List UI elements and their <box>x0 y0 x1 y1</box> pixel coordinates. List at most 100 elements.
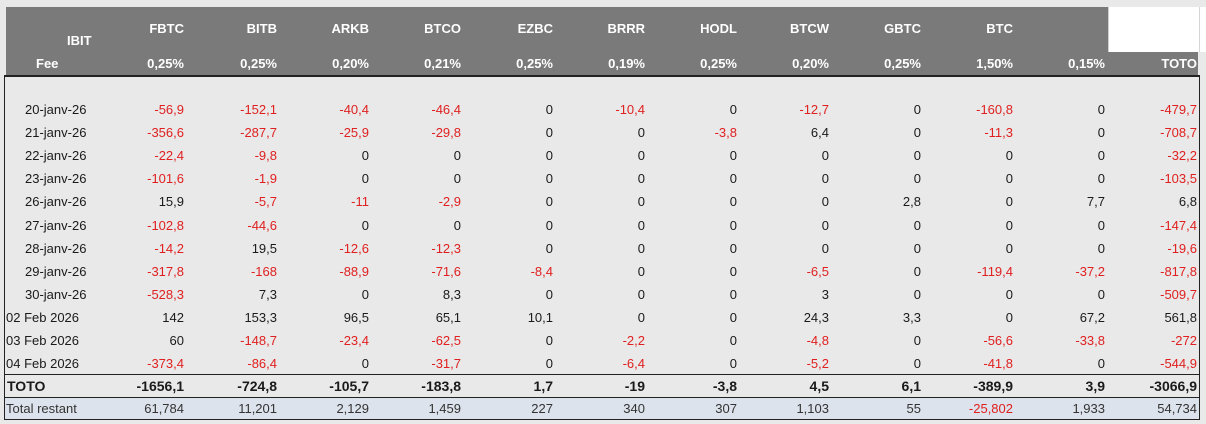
table-cell: 0 <box>913 356 921 371</box>
table-cell: 153,3 <box>244 310 277 325</box>
table-cell: 0 <box>913 264 921 279</box>
table-cell: -41,8 <box>983 356 1013 371</box>
table-cell: 0 <box>913 218 921 233</box>
table-row: 04 Feb 2026 -373,4 -86,4 0 -31,7 0 -6,4 0 -5,2 0 -… <box>5 352 1199 375</box>
row-date: 27-janv-26 <box>25 218 87 233</box>
table-cell: 0 <box>637 148 645 163</box>
table-cell: 0 <box>545 194 553 209</box>
table-cell: 0 <box>821 218 829 233</box>
table-cell: 8,3 <box>442 287 461 302</box>
column-header-fee: 0,19% <box>608 56 645 71</box>
table-cell: 561,8 <box>1164 310 1197 325</box>
table-cell: -22,4 <box>154 148 184 163</box>
remaining-cell: 1,459 <box>428 401 461 416</box>
table-cell: 24,3 <box>803 310 829 325</box>
table-cell: 0 <box>545 356 553 371</box>
table-cell: -88,9 <box>339 264 369 279</box>
remaining-cell: 11,201 <box>238 401 277 416</box>
row-date: 21-janv-26 <box>25 125 87 140</box>
column-header-fee: 0,25% <box>147 56 184 71</box>
column-header-name: BTCO <box>424 21 461 36</box>
table-cell: 0 <box>913 287 921 302</box>
row-date: 04 Feb 2026 <box>6 356 80 371</box>
column-header-name: BITB <box>246 21 277 36</box>
table-cell: 0 <box>729 287 737 302</box>
remaining-label: Total restant <box>6 401 77 416</box>
table-cell: 6,4 <box>810 125 829 140</box>
table-cell: 0 <box>821 148 829 163</box>
table-cell: 0 <box>1097 102 1105 117</box>
totals-divider-top <box>4 374 1200 375</box>
table-row: 22-janv-26 -22,4 -9,8 0 0 0 0 0 0 0 0 0 -32,2 <box>5 144 1199 167</box>
table-cell: 0 <box>1005 310 1013 325</box>
table-border-left <box>4 75 5 420</box>
table-row: 03 Feb 2026 60 -148,7 -23,4 -62,5 0 -2,2 0 -4,8 0… <box>5 329 1199 352</box>
table-cell: 0 <box>729 218 737 233</box>
table-cell: 0 <box>361 171 369 186</box>
table-cell: 0 <box>637 194 645 209</box>
table-cell: -479,7 <box>1160 102 1197 117</box>
totals-cell: -3066,9 <box>1149 378 1197 394</box>
table-cell: 3 <box>821 287 829 302</box>
table-cell: -3,8 <box>714 125 737 140</box>
table-cell: 19,5 <box>251 241 277 256</box>
table-cell: -25,9 <box>339 125 369 140</box>
table-cell: -160,8 <box>976 102 1013 117</box>
totals-cell: -3,8 <box>712 378 737 394</box>
row-date: 20-janv-26 <box>25 102 87 117</box>
totals-cell: 4,5 <box>809 378 829 394</box>
table-cell: 0 <box>913 241 921 256</box>
table-cell: -2,9 <box>438 194 461 209</box>
table-cell: -14,2 <box>154 241 184 256</box>
totals-cell: -105,7 <box>329 378 369 394</box>
row-date: 02 Feb 2026 <box>6 310 80 325</box>
column-header-name: BTCW <box>790 21 829 36</box>
table-cell: 0 <box>821 171 829 186</box>
remaining-cell: 1,103 <box>796 401 829 416</box>
table-cell: 7,3 <box>258 287 277 302</box>
table-cell: -62,5 <box>431 333 461 348</box>
table-cell: -373,4 <box>147 356 184 371</box>
table-cell: 0 <box>1005 241 1013 256</box>
table-cell: 0 <box>1097 148 1105 163</box>
table-cell: -6,5 <box>806 264 829 279</box>
table-cell: -152,1 <box>240 102 277 117</box>
table-cell: -287,7 <box>240 125 277 140</box>
table-cell: -31,7 <box>431 356 461 371</box>
table-cell: 0 <box>1005 171 1013 186</box>
table-cell: 0 <box>1097 241 1105 256</box>
table-cell: -19,6 <box>1167 241 1197 256</box>
row-date: 26-janv-26 <box>25 194 87 209</box>
row-date: 28-janv-26 <box>25 241 87 256</box>
table-cell: 0 <box>361 356 369 371</box>
corner-label-ibit: IBIT <box>67 33 92 48</box>
table-cell: -148,7 <box>240 333 277 348</box>
table-cell: 0 <box>729 171 737 186</box>
remaining-row: Total restant 61,784 11,201 2,129 1,459 227 34… <box>5 398 1199 419</box>
table-cell: 0 <box>545 148 553 163</box>
table-cell: 0 <box>729 241 737 256</box>
table-cell: -12,3 <box>431 241 461 256</box>
table-cell: -29,8 <box>431 125 461 140</box>
column-header-fee: 0,25% <box>240 56 277 71</box>
table-cell: 0 <box>545 218 553 233</box>
table-cell: 0 <box>1097 125 1105 140</box>
row-date: 03 Feb 2026 <box>6 333 80 348</box>
table-cell: 0 <box>913 171 921 186</box>
table-cell: -272 <box>1170 333 1197 348</box>
column-header-fee: 0,20% <box>792 56 829 71</box>
column-header-fee: 0,15% <box>1068 56 1105 71</box>
table-cell: 0 <box>729 148 737 163</box>
table-cell: 7,7 <box>1086 194 1105 209</box>
table-cell: 0 <box>1097 218 1105 233</box>
table-cell: -44,6 <box>247 218 277 233</box>
table-cell: -32,2 <box>1167 148 1197 163</box>
table-border-right <box>1199 75 1200 420</box>
table-cell: -528,3 <box>147 287 184 302</box>
table-cell: 0 <box>453 148 461 163</box>
column-header-fee: 1,50% <box>976 56 1013 71</box>
totals-label: TOTO <box>7 378 46 394</box>
column-header-fee: 0,25% <box>700 56 737 71</box>
table-cell: 96,5 <box>343 310 369 325</box>
table-cell: -23,4 <box>339 333 369 348</box>
